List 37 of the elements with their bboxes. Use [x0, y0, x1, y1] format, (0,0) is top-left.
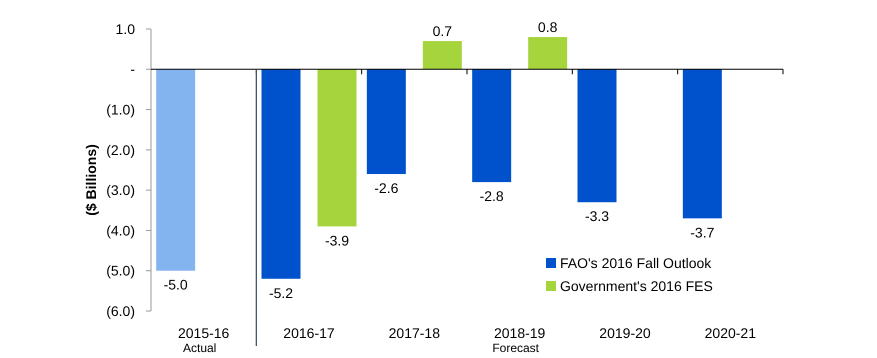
- data-label: -2.8: [480, 188, 504, 204]
- y-tick-label: (6.0): [106, 302, 135, 319]
- x-tick-label: 2018-19: [494, 325, 546, 341]
- text: Forecast: [492, 341, 540, 355]
- data-label: -3.7: [690, 224, 715, 240]
- data-label: -2.6: [374, 180, 399, 196]
- bar: [366, 69, 406, 174]
- y-tick-label: (2.0): [106, 142, 135, 158]
- data-label: 0.8: [538, 19, 558, 36]
- data-label: -3.9: [324, 232, 350, 248]
- y-axis-title: ($ Billions): [83, 144, 99, 216]
- y-tick-label: -: [130, 61, 136, 78]
- bar: [422, 41, 462, 70]
- x-tick-label: 2016-17: [283, 325, 335, 341]
- y-tick-label: (3.0): [106, 182, 135, 198]
- data-label: -5.2: [268, 284, 294, 301]
- text: Actual: [182, 341, 216, 355]
- bar: [472, 69, 512, 182]
- y-tick-label: (5.0): [106, 262, 135, 279]
- bar: [528, 37, 568, 70]
- bar: [262, 69, 300, 279]
- bar: [578, 69, 616, 202]
- legend-label: FAO's 2016 Fall Outlook: [560, 254, 712, 271]
- x-tick-label: 2017-18: [388, 325, 440, 341]
- data-label: -5.0: [164, 276, 188, 293]
- y-tick-label: 1.0: [116, 20, 136, 37]
- bar: [156, 69, 196, 271]
- bar: [682, 69, 722, 218]
- x-tick-label: 2019-20: [599, 325, 651, 341]
- bar: [318, 69, 356, 226]
- data-label: -3.3: [584, 208, 610, 224]
- data-label: 0.7: [432, 23, 452, 40]
- legend-label: Government's 2016 FES: [560, 278, 713, 294]
- y-tick-label: (1.0): [106, 101, 135, 118]
- x-tick-label: 2020-21: [704, 325, 756, 341]
- x-tick-label: 2015-16: [178, 325, 230, 341]
- y-tick-label: (4.0): [106, 222, 135, 238]
